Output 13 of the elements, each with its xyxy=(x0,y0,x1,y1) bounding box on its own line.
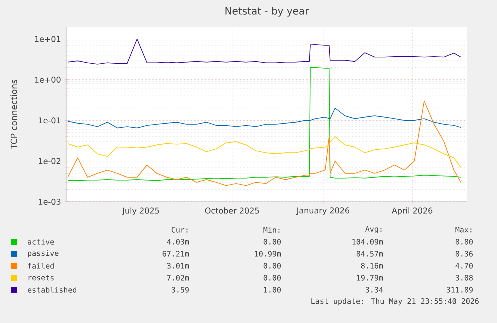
x-tick-label: October 2025 xyxy=(205,208,260,214)
x-tick-label: July 2025 xyxy=(122,208,160,216)
x-tick-label: April 2026 xyxy=(392,208,433,216)
chart-title: Netstat - by year xyxy=(226,7,310,17)
x-tick-label: January 2026 xyxy=(296,208,350,216)
line-series xyxy=(68,136,462,168)
y-tick-label: 1e-02 xyxy=(39,158,61,164)
y-tick-label: 1e+00 xyxy=(35,76,61,83)
y-tick-label: 1e-01 xyxy=(39,118,61,124)
y-axis-title: TCP connections xyxy=(10,80,18,150)
line-series xyxy=(68,100,462,186)
y-tick-label: 1e+01 xyxy=(35,36,61,42)
y-tick-label: 1e-03 xyxy=(39,198,61,206)
